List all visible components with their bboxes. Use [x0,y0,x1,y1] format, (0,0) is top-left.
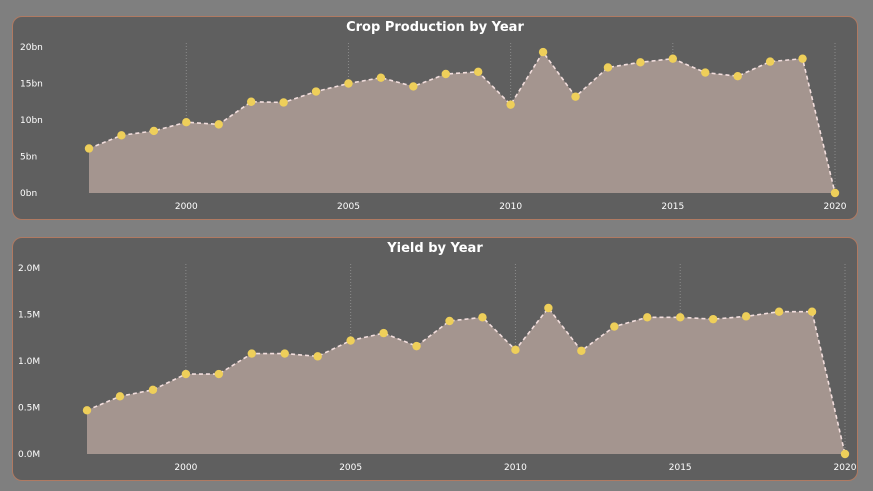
data-point[interactable] [544,303,553,313]
y-tick-label: 0.5M [18,404,40,414]
data-point[interactable] [708,314,718,324]
y-tick-label: 1.5M [18,311,40,321]
y-tick-label: 15bn [20,80,43,90]
series-area [87,307,845,454]
data-point[interactable] [668,54,678,63]
data-point[interactable] [538,47,548,57]
x-tick-label: 2000 [175,202,198,212]
y-tick-label: 0bn [20,189,37,199]
x-tick-label: 2020 [834,463,857,473]
data-point[interactable] [280,349,289,358]
data-point[interactable] [441,69,450,79]
data-point[interactable] [798,54,807,63]
data-point[interactable] [117,131,126,140]
data-point[interactable] [610,322,619,331]
yield-chart: 0.0M 0.5M 1.0M 1.5M 2.0M 2000 2005 2010 2015 2020 [18,264,857,473]
data-point[interactable] [474,67,483,77]
data-point[interactable] [409,82,418,91]
data-point[interactable] [246,97,256,106]
data-point[interactable] [376,73,386,82]
data-point[interactable] [82,406,92,415]
data-point[interactable] [571,92,580,101]
y-tick-label: 0.0M [18,450,40,460]
series-area [89,52,835,193]
data-point[interactable] [279,98,288,107]
data-point[interactable] [840,449,850,459]
data-point[interactable] [311,87,321,96]
data-point[interactable] [478,313,487,322]
series-line [88,50,836,194]
data-point[interactable] [577,346,586,355]
data-point[interactable] [830,188,840,198]
x-tick-label: 2000 [174,463,197,473]
data-point[interactable] [313,352,322,361]
data-point[interactable] [701,68,710,77]
data-point[interactable] [636,58,645,67]
data-point[interactable] [807,307,817,316]
chart-title: Crop Production by Year [346,20,524,35]
data-point[interactable] [733,72,742,81]
chart-title: Yield by Year [387,241,483,256]
data-point[interactable] [344,79,353,88]
data-point[interactable] [412,341,421,351]
data-point[interactable] [603,63,613,72]
data-point[interactable] [182,117,191,127]
data-point[interactable] [506,100,515,109]
data-point[interactable] [379,328,388,338]
y-tick-label: 10bn [20,116,43,126]
data-point[interactable] [511,345,520,355]
series-line [86,306,846,455]
data-point[interactable] [148,385,158,395]
data-point[interactable] [774,307,784,316]
x-tick-label: 2010 [504,463,527,473]
y-tick-label: 5bn [20,153,37,163]
x-tick-label: 2010 [499,202,522,212]
data-point[interactable] [181,369,191,379]
x-tick-label: 2020 [824,202,847,212]
x-tick-label: 2015 [661,202,684,212]
y-tick-label: 20bn [20,43,43,53]
y-tick-label: 2.0M [18,264,40,274]
data-point[interactable] [445,316,454,326]
data-point[interactable] [149,126,159,136]
data-point[interactable] [214,120,223,129]
data-point[interactable] [247,349,256,358]
data-point[interactable] [741,312,751,321]
data-point[interactable] [346,336,355,345]
crop-production-chart: 0bn 5bn 10bn 15bn 20bn 2000 2005 2010 2015 2020 [20,43,847,212]
data-point[interactable] [115,392,125,401]
data-point[interactable] [84,144,94,153]
data-point[interactable] [676,313,685,322]
data-point[interactable] [214,369,224,379]
data-point[interactable] [643,313,652,322]
yield-panel: Yield by Year 0.0M 0.5M 1.0M 1.5M 2.0M 2000 20… [12,237,858,481]
x-tick-label: 2005 [339,463,362,473]
x-tick-label: 2005 [337,202,360,212]
crop-production-panel: Crop Production by Year 0bn 5bn 10bn 15bn 20… [12,16,858,220]
x-tick-label: 2015 [669,463,692,473]
data-point[interactable] [765,57,775,66]
y-tick-label: 1.0M [18,357,40,367]
